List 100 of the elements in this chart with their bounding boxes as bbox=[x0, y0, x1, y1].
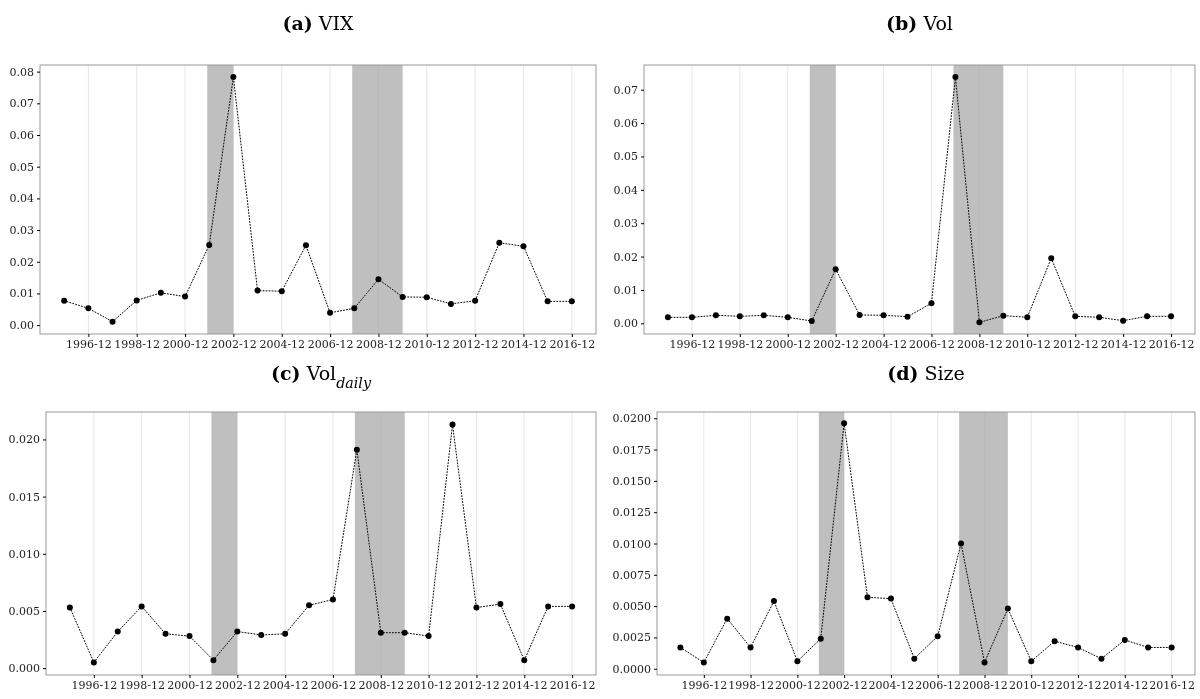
point bbox=[230, 74, 237, 81]
x-tick-label: 2014-12 bbox=[1102, 678, 1149, 692]
point bbox=[1000, 312, 1007, 319]
point bbox=[1168, 644, 1175, 651]
x-tick-label: 2016-12 bbox=[1148, 337, 1195, 351]
x-tick-label: 2008-12 bbox=[962, 678, 1008, 692]
point bbox=[133, 297, 140, 304]
x-tick-label: 2002-12 bbox=[211, 337, 257, 351]
point bbox=[794, 658, 801, 665]
y-tick-label: 0.0025 bbox=[612, 631, 651, 645]
y-tick-label: 0.015 bbox=[8, 490, 40, 504]
point bbox=[832, 266, 839, 273]
point bbox=[327, 309, 334, 316]
x-tick-label: 2016-12 bbox=[549, 678, 596, 692]
x-tick-label: 2002-12 bbox=[813, 337, 860, 351]
point bbox=[700, 659, 707, 666]
y-tick-label: 0.07 bbox=[9, 97, 34, 111]
y-tick-label: 0.0150 bbox=[612, 474, 651, 488]
point bbox=[157, 289, 164, 296]
chart-title: (a) VIX bbox=[282, 12, 355, 34]
point bbox=[880, 312, 887, 319]
x-tick-label: 2006-12 bbox=[909, 337, 955, 351]
y-tick-label: 0.06 bbox=[9, 129, 34, 143]
point bbox=[234, 628, 241, 635]
point bbox=[904, 313, 911, 320]
point bbox=[1051, 638, 1058, 645]
x-tick-label: 2000-12 bbox=[167, 678, 213, 692]
point bbox=[258, 631, 265, 638]
point bbox=[186, 633, 193, 640]
y-tick-label: 0.000 bbox=[8, 662, 40, 676]
x-tick-label: 1996-12 bbox=[66, 337, 112, 351]
point bbox=[449, 421, 456, 428]
y-tick-label: 0.0000 bbox=[612, 662, 651, 676]
x-tick-label: 2012-12 bbox=[452, 337, 499, 351]
point bbox=[724, 615, 731, 622]
point bbox=[472, 297, 479, 304]
chart-title: (c) Vol$_{daily}$ bbox=[271, 362, 372, 391]
x-tick-label: 2004-12 bbox=[868, 678, 915, 692]
point bbox=[569, 603, 576, 610]
point bbox=[496, 239, 503, 246]
y-tick-label: 0.005 bbox=[8, 604, 40, 618]
y-tick-label: 0.05 bbox=[9, 160, 34, 174]
x-tick-label: 2014-12 bbox=[501, 678, 548, 692]
x-tick-label: 1998-12 bbox=[114, 337, 161, 351]
x-tick-label: 1998-12 bbox=[119, 678, 166, 692]
point bbox=[447, 300, 454, 307]
y-tick-label: 0.010 bbox=[8, 547, 40, 561]
y-tick-label: 0.01 bbox=[9, 287, 34, 301]
point bbox=[952, 74, 959, 81]
x-tick-label: 2000-12 bbox=[765, 337, 812, 351]
point bbox=[747, 644, 754, 651]
point bbox=[1096, 314, 1103, 321]
point bbox=[329, 596, 336, 603]
point bbox=[282, 630, 289, 637]
y-tick-label: 0.0100 bbox=[612, 537, 651, 551]
point bbox=[770, 598, 777, 605]
point bbox=[162, 630, 169, 637]
point bbox=[520, 243, 527, 250]
point bbox=[497, 601, 504, 608]
x-tick-label: 2004-12 bbox=[861, 337, 907, 351]
point bbox=[1145, 644, 1152, 651]
x-tick-label: 2010-12 bbox=[406, 678, 452, 692]
y-tick-label: 0.0175 bbox=[612, 443, 651, 457]
point bbox=[278, 288, 285, 295]
y-tick-label: 0.06 bbox=[613, 117, 638, 131]
point bbox=[473, 604, 480, 611]
point bbox=[864, 594, 871, 601]
y-tick-label: 0.01 bbox=[613, 283, 638, 297]
x-tick-label: 2014-12 bbox=[501, 337, 547, 351]
point bbox=[1120, 317, 1127, 324]
point bbox=[1144, 313, 1151, 320]
point bbox=[568, 298, 575, 305]
point bbox=[1075, 644, 1082, 651]
point bbox=[976, 319, 983, 326]
y-tick-label: 0.0200 bbox=[612, 412, 651, 426]
point bbox=[353, 446, 360, 453]
y-tick-label: 0.00 bbox=[9, 319, 34, 333]
point bbox=[1168, 313, 1175, 320]
x-tick-label: 2006-12 bbox=[915, 678, 962, 692]
point bbox=[90, 659, 97, 666]
point bbox=[114, 628, 121, 635]
x-tick-label: 2016-12 bbox=[1149, 678, 1195, 692]
point bbox=[856, 311, 863, 318]
point bbox=[817, 635, 824, 642]
point bbox=[664, 314, 671, 321]
x-tick-label: 1996-12 bbox=[681, 678, 728, 692]
x-tick-label: 2006-12 bbox=[307, 337, 354, 351]
x-tick-label: 2002-12 bbox=[821, 678, 868, 692]
point bbox=[375, 276, 382, 283]
point bbox=[928, 300, 935, 307]
point bbox=[712, 312, 719, 319]
point bbox=[760, 312, 767, 319]
y-tick-label: 0.04 bbox=[613, 183, 638, 197]
chart-title: (b) Vol bbox=[886, 12, 953, 34]
x-tick-label: 2008-12 bbox=[356, 337, 402, 351]
point bbox=[377, 629, 384, 636]
x-tick-label: 2002-12 bbox=[214, 678, 261, 692]
point bbox=[302, 242, 309, 249]
point bbox=[521, 657, 528, 664]
point bbox=[1028, 658, 1035, 665]
